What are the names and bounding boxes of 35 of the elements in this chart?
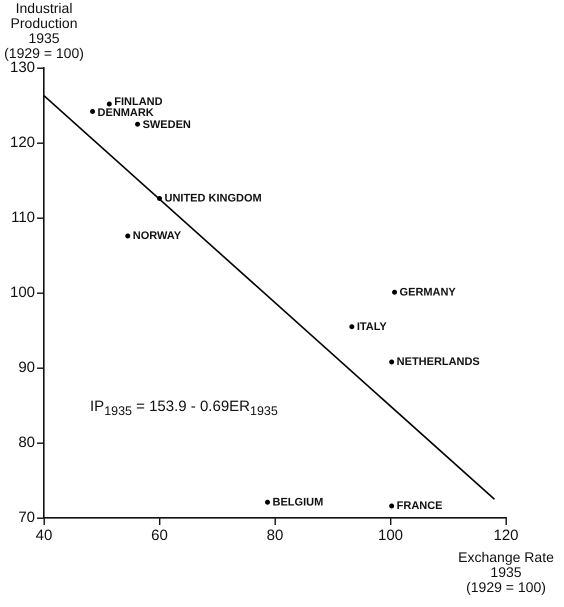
series-label: FINLAND [114,96,163,108]
x-tick-label: 60 [151,527,168,544]
point [392,290,398,295]
series-label: DENMARK [98,107,154,120]
x-tick-label: 40 [36,527,52,544]
x-tick-label: 80 [266,527,284,544]
x-tick-label: 120 [493,527,519,544]
series-label: BELGIUM [272,496,324,508]
series-label: GERMANY [400,286,456,298]
x-tick-label: 100 [378,527,404,544]
point [389,504,394,508]
point [265,500,270,505]
series-label: FRANCE [396,500,443,512]
point [157,196,162,201]
y-tick-label: 80 [18,434,36,452]
annotation: IP$_{1935}$ = 153.9 - 0.69ER$_{1935}$ [90,398,278,418]
x-axis-title: Exchange Rate 1935 (1929 = 100) [458,549,554,595]
point [389,360,394,364]
point [135,122,140,127]
series-label: NORWAY [132,230,182,242]
y-tick-label: 130 [10,59,36,76]
point [90,109,96,114]
point [125,234,130,238]
series-label: SWEDEN [142,119,191,132]
series-label: NETHERLANDS [396,356,480,368]
point [106,102,112,106]
y-tick-label: 110 [11,209,36,226]
series-label: ITALY [356,320,388,333]
y-tick-label: 120 [10,134,36,152]
y-tick-label: 70 [18,509,36,526]
y-tick-label: 90 [18,359,36,376]
point [349,324,354,330]
y-axis-title: Industrial Production 1935 (1929 = 100) [4,0,84,61]
series-label: UNITED KINGDOM [164,192,262,205]
y-tick-label: 100 [10,284,36,302]
